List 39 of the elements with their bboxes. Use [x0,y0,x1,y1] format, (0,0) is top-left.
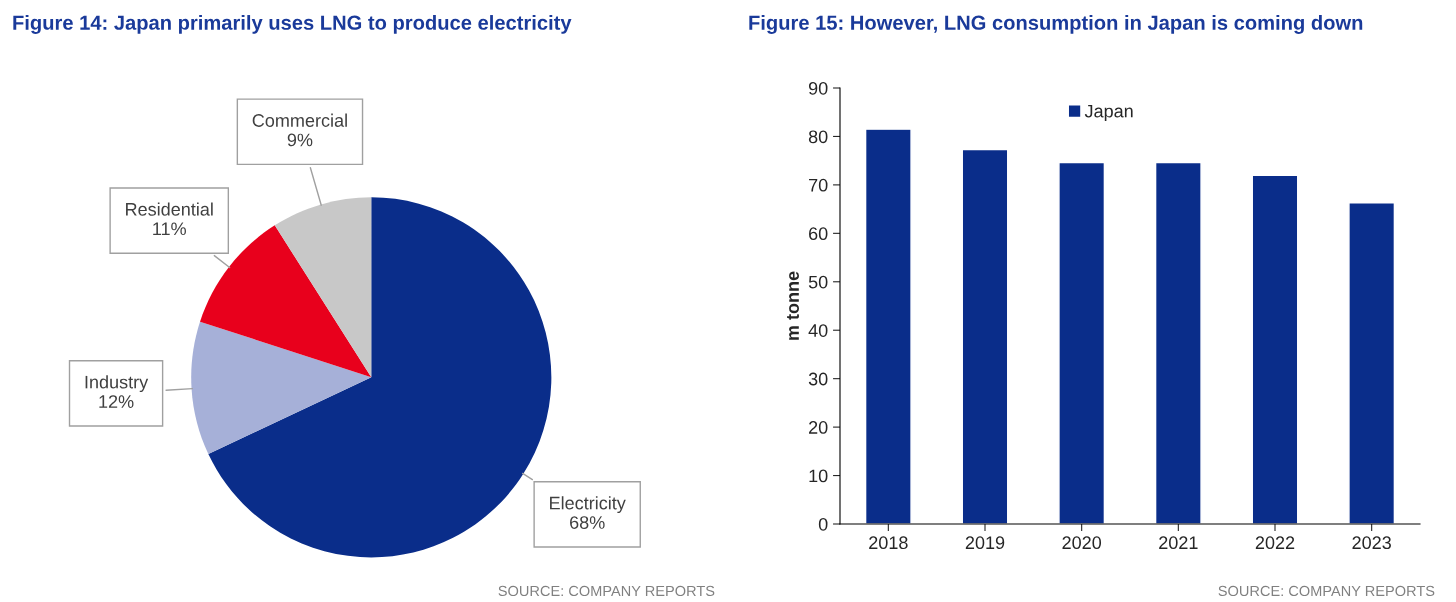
x-tick-label: 2021 [1159,536,1198,550]
legend-label: Japan [1084,104,1133,122]
bar [1058,161,1106,524]
x-tick-label: 2022 [1255,536,1295,550]
y-tick-label: 90 [808,81,828,95]
pie-slice [200,225,372,378]
y-tick-label: 40 [808,324,828,337]
data-label: 68% [570,516,605,529]
bar [1154,161,1202,524]
y-tick-label: 50 [808,275,828,289]
slice-label: Residential [126,202,213,216]
y-tick-label: 0 [818,517,828,531]
y-tick-label: 10 [809,469,828,483]
slice-label: Commercial [252,113,347,127]
data-label: 11% [153,222,186,236]
y-axis-title: m tonne [787,271,799,340]
x-tick-label: 2023 [1352,536,1391,550]
bar [961,148,1009,524]
data-label: 9% [287,133,313,147]
y-tick-label: 80 [808,130,828,144]
x-tick-label: 2020 [1062,536,1102,550]
source-note: SOURCE: COMPANY REPORTS [1218,585,1435,597]
pie-slice [191,321,372,455]
bar [1348,202,1396,524]
chart-title: Figure 15: However, LNG consumption in Japan is coming down [749,15,1363,34]
source-note: SOURCE: COMPANY REPORTS [498,585,715,597]
bar [864,128,912,524]
pie-slice [274,197,372,378]
chart-title: Figure 14: Japan primarily uses LNG to produce electricity [13,15,572,34]
slice-label: Industry [85,375,149,393]
y-tick-label: 30 [808,372,828,386]
x-tick-label: 2019 [965,536,1005,550]
x-tick-label: 2018 [869,536,908,550]
y-tick-label: 60 [809,227,828,241]
data-label: 12% [99,395,134,408]
y-tick-label: 70 [809,178,828,192]
slice-label: Electricity [550,496,626,514]
y-tick-label: 20 [809,421,828,434]
bar [1251,174,1299,524]
